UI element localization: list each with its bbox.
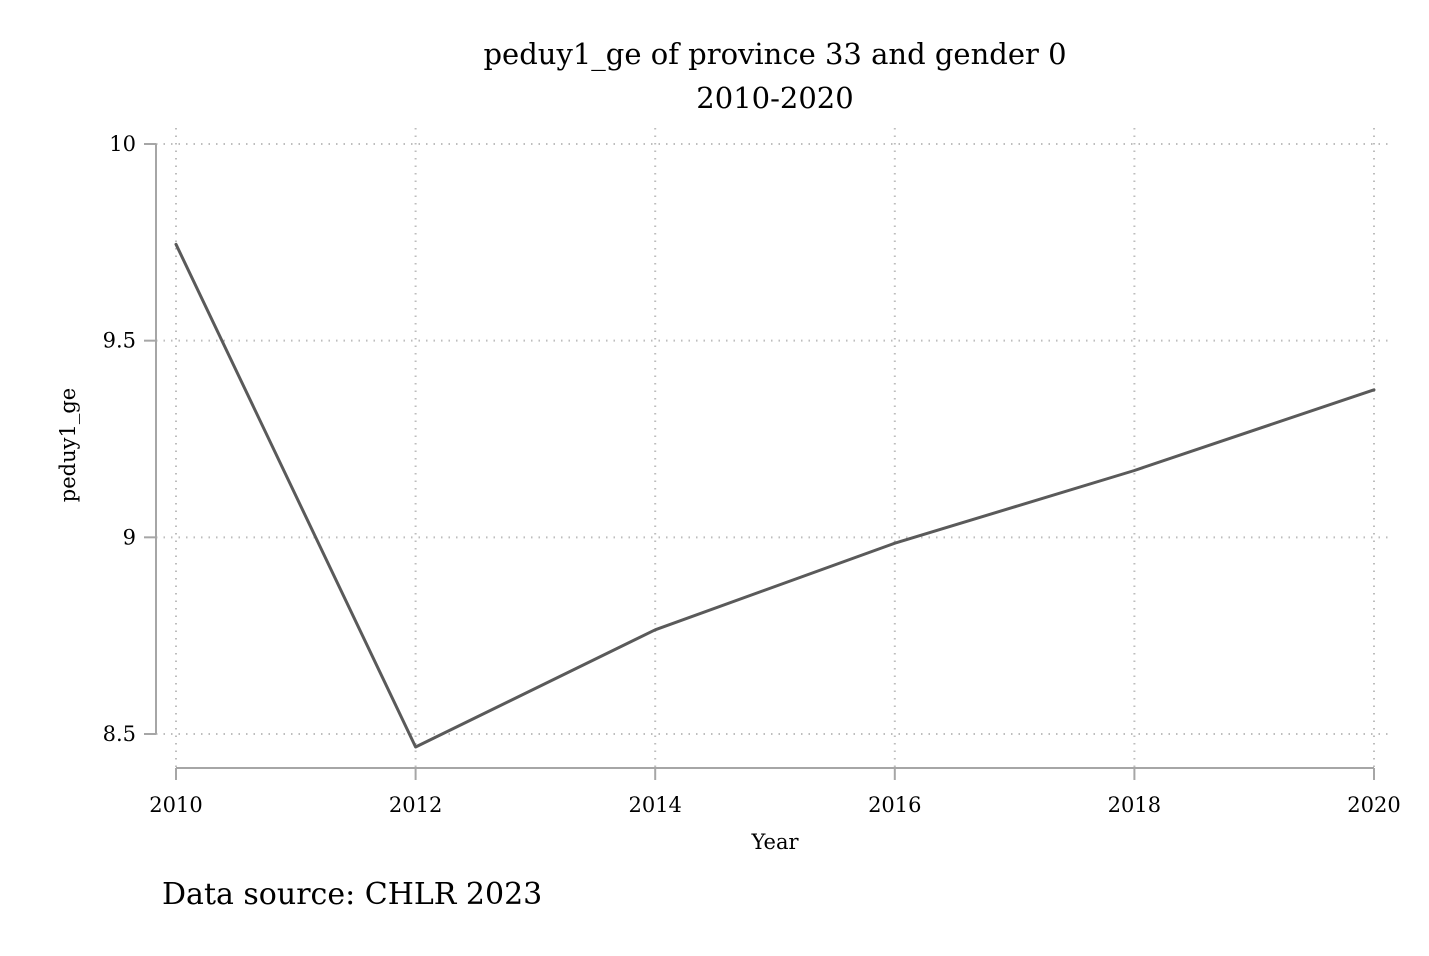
series (174, 242, 1376, 749)
chart-title: peduy1_ge of province 33 and gender 0 (483, 37, 1066, 72)
x-tick-label: 2020 (1347, 793, 1400, 817)
x-axis-label: Year (750, 830, 799, 854)
grid (156, 128, 1392, 768)
x-tick-label: 2018 (1108, 793, 1161, 817)
chart-subtitle: 2010-2020 (696, 81, 853, 115)
y-axis-label: peduy1_ge (56, 388, 80, 502)
labels: peduy1_ge of province 33 and gender 0 20… (56, 37, 1067, 912)
x-tick-label: 2012 (389, 793, 442, 817)
x-tick-label: 2014 (628, 793, 681, 817)
y-tick-label: 9.5 (103, 329, 136, 353)
series-line (174, 242, 1376, 749)
data-source-note: Data source: CHLR 2023 (162, 877, 542, 912)
y-tick-label: 9 (123, 525, 136, 549)
axes: 10 9.5 9 8.5 2010 2012 2014 2016 2018 2020 (103, 132, 1401, 817)
x-tick-label: 2010 (149, 793, 202, 817)
x-tick-label: 2016 (868, 793, 921, 817)
y-tick-label: 8.5 (103, 722, 136, 746)
y-tick-label: 10 (109, 132, 136, 156)
